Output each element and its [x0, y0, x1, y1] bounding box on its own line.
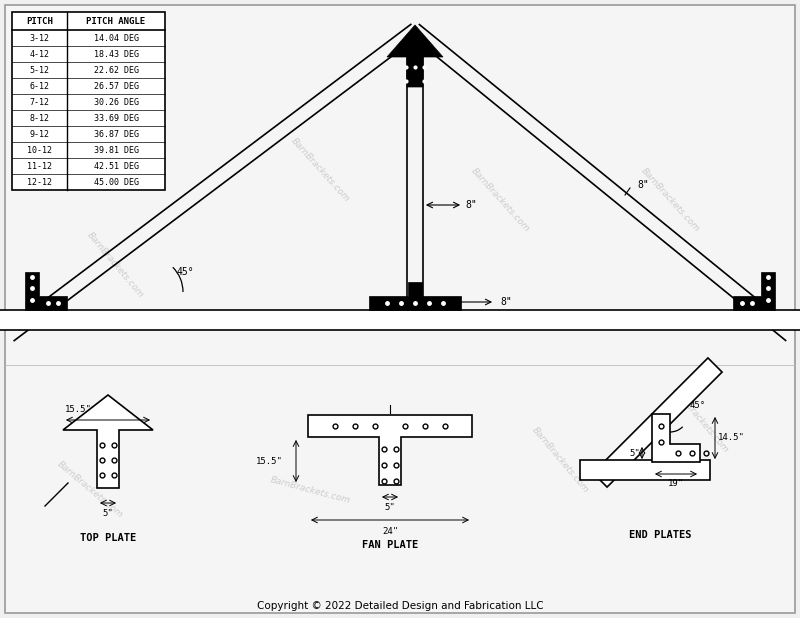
- Polygon shape: [308, 415, 472, 485]
- Text: 24": 24": [382, 527, 398, 536]
- Text: 18.43 DEG: 18.43 DEG: [94, 49, 138, 59]
- Text: 3-12: 3-12: [30, 33, 50, 43]
- Text: 15.5": 15.5": [65, 405, 92, 415]
- Text: 6-12: 6-12: [30, 82, 50, 90]
- Polygon shape: [63, 395, 153, 488]
- Text: BarnBrackets.com: BarnBrackets.com: [269, 475, 351, 505]
- Polygon shape: [593, 358, 722, 487]
- Bar: [0, 310, 800, 330]
- Text: 19": 19": [668, 480, 684, 488]
- Text: 45.00 DEG: 45.00 DEG: [94, 177, 138, 187]
- Text: PITCH ANGLE: PITCH ANGLE: [86, 17, 146, 25]
- Text: 5": 5": [385, 502, 395, 512]
- Polygon shape: [733, 272, 775, 310]
- Bar: [580, 460, 710, 480]
- Text: 11-12: 11-12: [27, 161, 52, 171]
- Text: 10-12: 10-12: [27, 145, 52, 154]
- Text: 5": 5": [102, 509, 114, 517]
- Polygon shape: [369, 282, 461, 310]
- Text: 4-12: 4-12: [30, 49, 50, 59]
- Text: 45°: 45°: [176, 267, 194, 277]
- Text: BarnBrackets.com: BarnBrackets.com: [639, 166, 701, 234]
- Text: 22.62 DEG: 22.62 DEG: [94, 66, 138, 75]
- Text: FAN PLATE: FAN PLATE: [362, 540, 418, 550]
- Text: BarnBrackets.com: BarnBrackets.com: [469, 166, 531, 234]
- Text: BarnBrackets.com: BarnBrackets.com: [530, 425, 590, 494]
- Text: Copyright © 2022 Detailed Design and Fabrication LLC: Copyright © 2022 Detailed Design and Fab…: [257, 601, 543, 611]
- Polygon shape: [387, 25, 443, 87]
- Text: 8": 8": [637, 180, 649, 190]
- Text: 12-12: 12-12: [27, 177, 52, 187]
- Text: 8-12: 8-12: [30, 114, 50, 122]
- Text: PITCH: PITCH: [26, 17, 53, 25]
- Text: BarnBrackets.com: BarnBrackets.com: [289, 137, 351, 204]
- Text: 30.26 DEG: 30.26 DEG: [94, 98, 138, 106]
- Text: 42.51 DEG: 42.51 DEG: [94, 161, 138, 171]
- Text: 14.04 DEG: 14.04 DEG: [94, 33, 138, 43]
- Text: TOP PLATE: TOP PLATE: [80, 533, 136, 543]
- Text: 5": 5": [630, 449, 640, 457]
- Text: 7-12: 7-12: [30, 98, 50, 106]
- Text: 8": 8": [500, 297, 512, 307]
- Text: BarnBrackets.com: BarnBrackets.com: [670, 386, 730, 455]
- Text: 5-12: 5-12: [30, 66, 50, 75]
- Text: 36.87 DEG: 36.87 DEG: [94, 130, 138, 138]
- Text: BarnBrackets.com: BarnBrackets.com: [55, 460, 125, 520]
- Text: 26.57 DEG: 26.57 DEG: [94, 82, 138, 90]
- Text: 9-12: 9-12: [30, 130, 50, 138]
- Bar: [12, 12, 165, 190]
- Polygon shape: [652, 414, 700, 462]
- Text: END PLATES: END PLATES: [629, 530, 691, 540]
- Polygon shape: [25, 272, 67, 310]
- Text: 15.5": 15.5": [256, 457, 283, 465]
- Text: 45°: 45°: [690, 402, 706, 410]
- Text: 8": 8": [465, 200, 477, 210]
- Text: 14.5": 14.5": [718, 433, 745, 442]
- Text: 33.69 DEG: 33.69 DEG: [94, 114, 138, 122]
- Text: BarnBrackets.com: BarnBrackets.com: [85, 231, 145, 300]
- Text: 39.81 DEG: 39.81 DEG: [94, 145, 138, 154]
